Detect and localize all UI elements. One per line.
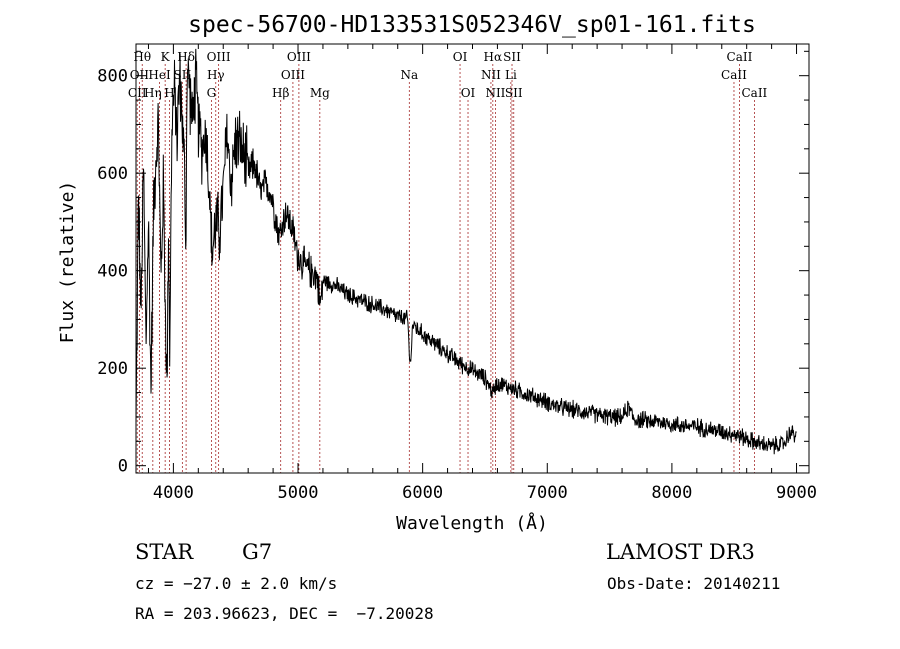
y-axis-label: Flux (relative) <box>57 181 78 344</box>
emission-line-label: Hγ <box>207 68 225 82</box>
y-tick-label: 200 <box>97 359 128 379</box>
emission-line-label: OI <box>461 86 476 100</box>
chart-title: spec-56700-HD133531S052346V_sp01-161.fit… <box>188 12 756 38</box>
x-axis-ticks: 4000 5000 6000 7000 8000 9000 <box>147 44 817 503</box>
x-tick-label: 5000 <box>278 483 319 503</box>
x-tick-label: 4000 <box>153 483 194 503</box>
emission-line-label: OIII <box>281 68 305 82</box>
y-axis-ticks: 0 200 400 600 800 <box>97 50 809 477</box>
emission-line-label: Li <box>505 68 517 82</box>
x-axis-label: Wavelength (Å) <box>396 512 548 534</box>
emission-line-label: OIII <box>207 50 231 64</box>
y-tick-label: 400 <box>97 262 128 282</box>
object-subclass: G7 <box>242 540 272 564</box>
emission-line-label: Hη <box>144 86 162 100</box>
emission-line-label: Mg <box>310 86 330 100</box>
emission-line-label: Hθ <box>133 50 151 64</box>
emission-line-label: SII <box>503 50 521 64</box>
spectrum-line <box>135 48 797 455</box>
object-class: STAR <box>135 540 194 564</box>
emission-line-label: Hβ <box>272 86 289 100</box>
emission-line-label: Hα <box>484 50 503 64</box>
survey-name: LAMOST DR3 <box>606 540 755 564</box>
emission-line-label: NII <box>485 86 505 100</box>
emission-line-label: CaII <box>741 86 767 100</box>
x-tick-label: 9000 <box>776 483 817 503</box>
emission-line-label: K <box>161 50 171 64</box>
plot-frame <box>135 43 810 474</box>
y-tick-label: 600 <box>97 164 128 184</box>
x-tick-label: 7000 <box>527 483 568 503</box>
emission-line-label: Na <box>400 68 418 82</box>
coordinates-text: RA = 203.96623, DEC = −7.20028 <box>135 604 434 623</box>
redshift-text: cz = −27.0 ± 2.0 km/s <box>135 574 337 593</box>
emission-line-label: CII <box>128 86 147 100</box>
emission-line-label: OI <box>453 50 468 64</box>
emission-line-label: OIII <box>287 50 311 64</box>
y-tick-label: 800 <box>97 67 128 87</box>
obs-date-text: Obs-Date: 20140211 <box>607 574 780 593</box>
emission-line-label: SII <box>505 86 523 100</box>
x-tick-label: 6000 <box>402 483 443 503</box>
y-tick-label: 0 <box>118 457 128 477</box>
emission-line-label: H <box>164 86 174 100</box>
x-tick-label: 8000 <box>651 483 692 503</box>
emission-line-label: CaII <box>721 68 747 82</box>
emission-line-label: OII <box>130 68 150 82</box>
emission-line-label: Hδ <box>177 50 195 64</box>
emission-line-markers <box>136 64 755 473</box>
emission-line-label: G <box>207 86 217 100</box>
emission-line-label: CaII <box>727 50 753 64</box>
emission-line-label: HeI <box>148 68 171 82</box>
emission-line-label: NII <box>481 68 501 82</box>
